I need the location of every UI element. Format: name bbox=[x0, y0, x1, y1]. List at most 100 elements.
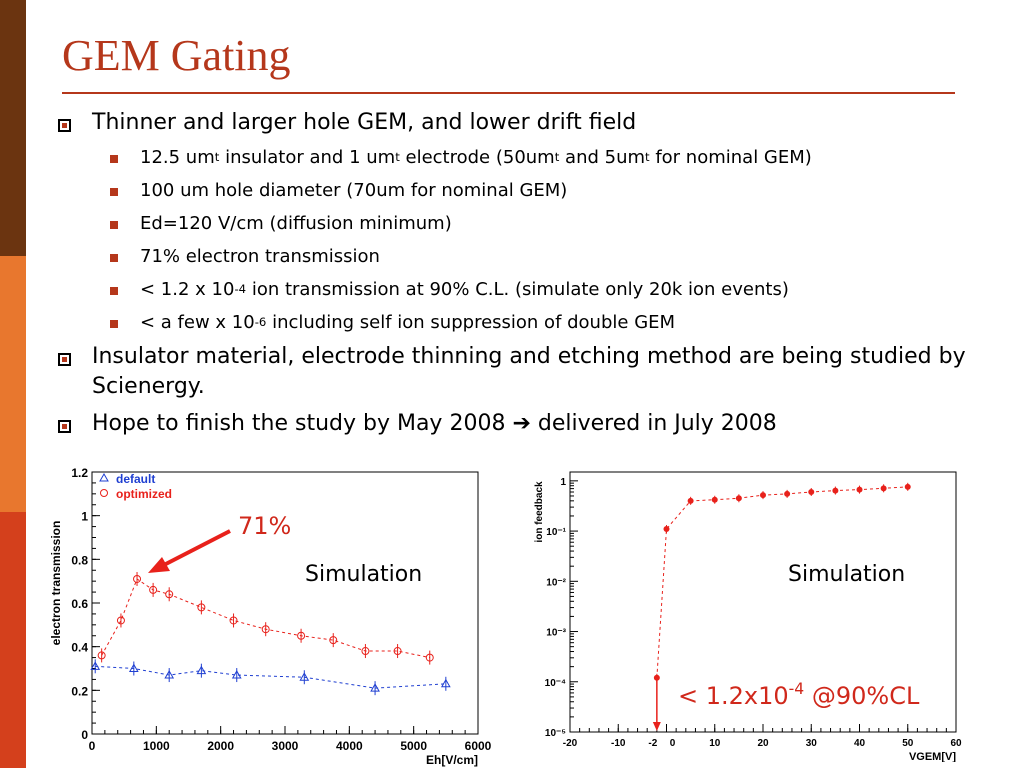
data-point bbox=[832, 487, 839, 494]
simulation-label-right: Simulation bbox=[788, 562, 906, 587]
data-point-default bbox=[231, 670, 242, 679]
data-point-optimized bbox=[165, 590, 174, 599]
x-tick-label: -2 bbox=[648, 738, 657, 749]
legend-marker-optimized bbox=[100, 489, 108, 497]
data-point bbox=[784, 490, 791, 497]
sub-bullet-icon bbox=[110, 155, 118, 163]
x-tick-label: 6000 bbox=[465, 739, 492, 753]
bullet-icon bbox=[58, 119, 71, 132]
data-point-optimized bbox=[361, 647, 370, 656]
data-point-optimized bbox=[116, 616, 125, 625]
y-tick-label: 10⁻³ bbox=[546, 628, 566, 639]
y-tick-label: 10⁻² bbox=[546, 577, 566, 588]
x-tick-label: 50 bbox=[902, 738, 914, 749]
x-tick-label: 0 bbox=[670, 738, 676, 749]
data-point bbox=[711, 496, 718, 503]
sub-bullet-3: Ed=120 V/cm (diffusion minimum) bbox=[140, 213, 452, 234]
y-axis-label: ion feedback bbox=[534, 481, 545, 543]
y-tick-label: 0.6 bbox=[71, 597, 88, 611]
x-axis-label: Eh[V/cm] bbox=[426, 753, 478, 767]
x-tick-label: 40 bbox=[854, 738, 866, 749]
data-point-default bbox=[440, 678, 451, 688]
sub-bullet-2: 100 um hole diameter (70um for nominal G… bbox=[140, 180, 568, 201]
legend-marker-default bbox=[99, 472, 109, 482]
y-tick-label: 1.2 bbox=[71, 466, 88, 480]
data-point bbox=[856, 486, 863, 493]
sub-bullet-icon bbox=[110, 221, 118, 229]
data-point bbox=[880, 485, 887, 492]
data-point bbox=[760, 492, 766, 499]
data-point-optimized bbox=[133, 574, 142, 583]
bullet-2: Insulator material, electrode thinning a… bbox=[92, 344, 966, 399]
x-tick-label: 3000 bbox=[272, 739, 299, 753]
data-point-default bbox=[90, 661, 101, 670]
sidebar-block-bottom bbox=[0, 512, 26, 768]
x-tick-label: 10 bbox=[709, 738, 721, 749]
x-axis-label: VGEM[V] bbox=[909, 751, 956, 762]
data-point bbox=[735, 495, 742, 502]
y-tick-label: 1 bbox=[560, 477, 566, 488]
bullet-3: Hope to finish the study by May 2008 ➔ d… bbox=[92, 411, 777, 436]
electron-transmission-chart: 0 0.2 0.4 0.6 0.8 1 1.2 0 1000 2000 3000 4000 5000 60… bbox=[49, 466, 492, 767]
title-divider bbox=[62, 92, 955, 94]
data-point bbox=[904, 483, 911, 490]
data-point-optimized bbox=[261, 625, 270, 634]
data-point-optimized bbox=[393, 647, 402, 656]
confidence-limit-annotation: < 1.2x10-4 @90%CL bbox=[678, 680, 920, 710]
data-point-optimized bbox=[425, 653, 434, 662]
y-tick-label: 0.8 bbox=[71, 553, 88, 567]
sub-bullet-5: < 1.2 x 10-4 ion transmission at 90% C.L… bbox=[140, 279, 789, 300]
data-point-optimized bbox=[297, 631, 306, 640]
x-tick-label: -20 bbox=[563, 738, 578, 749]
sub-bullet-icon bbox=[110, 254, 118, 262]
sub-bullet-icon bbox=[110, 287, 118, 295]
sidebar-block-middle bbox=[0, 256, 26, 512]
ion-feedback-chart: 10⁻⁵10⁻⁴10⁻³10⁻²10⁻¹1-20 -10 -2 0 10 20 30 40 50… bbox=[534, 471, 962, 762]
sub-bullet-icon bbox=[110, 188, 118, 196]
x-tick-label: 4000 bbox=[336, 739, 363, 753]
y-tick-label: 0 bbox=[81, 728, 88, 742]
y-axis-label: electron transmission bbox=[49, 521, 63, 646]
data-point bbox=[808, 488, 815, 495]
data-point-optimized bbox=[97, 651, 106, 660]
y-tick-label: 0.2 bbox=[71, 684, 88, 698]
bullet-1: Thinner and larger hole GEM, and lower d… bbox=[92, 110, 637, 135]
arrow-right-icon: ➔ bbox=[512, 411, 531, 436]
data-point-optimized bbox=[229, 616, 238, 625]
data-point-optimized bbox=[197, 603, 206, 612]
legend-label-optimized: optimized bbox=[116, 487, 172, 501]
series-line-optimized bbox=[101, 578, 430, 659]
upper-limit-arrowhead bbox=[652, 722, 661, 731]
sidebar-stripe bbox=[0, 0, 26, 768]
x-tick-label: 0 bbox=[89, 739, 96, 753]
series-line-default bbox=[95, 665, 446, 689]
bullet-icon bbox=[58, 420, 71, 433]
data-point-default bbox=[196, 665, 207, 675]
data-point-optimized bbox=[149, 585, 158, 594]
data-point bbox=[687, 497, 694, 504]
data-point-default bbox=[299, 672, 310, 681]
sidebar-block-top bbox=[0, 0, 26, 256]
x-tick-label: 20 bbox=[757, 738, 769, 749]
sub-bullet-1: 12.5 umt insulator and 1 umt electrode (… bbox=[140, 147, 812, 168]
bullet-icon bbox=[58, 353, 71, 366]
data-point-optimized bbox=[329, 636, 338, 645]
data-point-default bbox=[370, 683, 380, 692]
y-tick-label: 10⁻⁵ bbox=[545, 728, 566, 739]
arrow-annotation-icon bbox=[148, 529, 231, 573]
x-tick-label: -10 bbox=[611, 738, 626, 749]
data-point bbox=[663, 525, 670, 532]
data-point-default bbox=[128, 663, 139, 672]
x-tick-label: 60 bbox=[950, 738, 962, 749]
y-tick-label: 10⁻¹ bbox=[546, 527, 566, 538]
x-tick-label: 2000 bbox=[207, 739, 234, 753]
x-tick-label: 1000 bbox=[143, 739, 170, 753]
sub-bullet-6: < a few x 10-6 including self ion suppre… bbox=[140, 312, 676, 333]
data-point-default bbox=[164, 670, 175, 679]
x-tick-label: 30 bbox=[806, 738, 818, 749]
y-tick-label: 0.4 bbox=[71, 641, 88, 655]
y-tick-label: 10⁻⁴ bbox=[545, 678, 566, 689]
x-tick-label: 5000 bbox=[400, 739, 427, 753]
transmission-annotation: 71% bbox=[238, 512, 292, 540]
series-line bbox=[656, 486, 908, 678]
